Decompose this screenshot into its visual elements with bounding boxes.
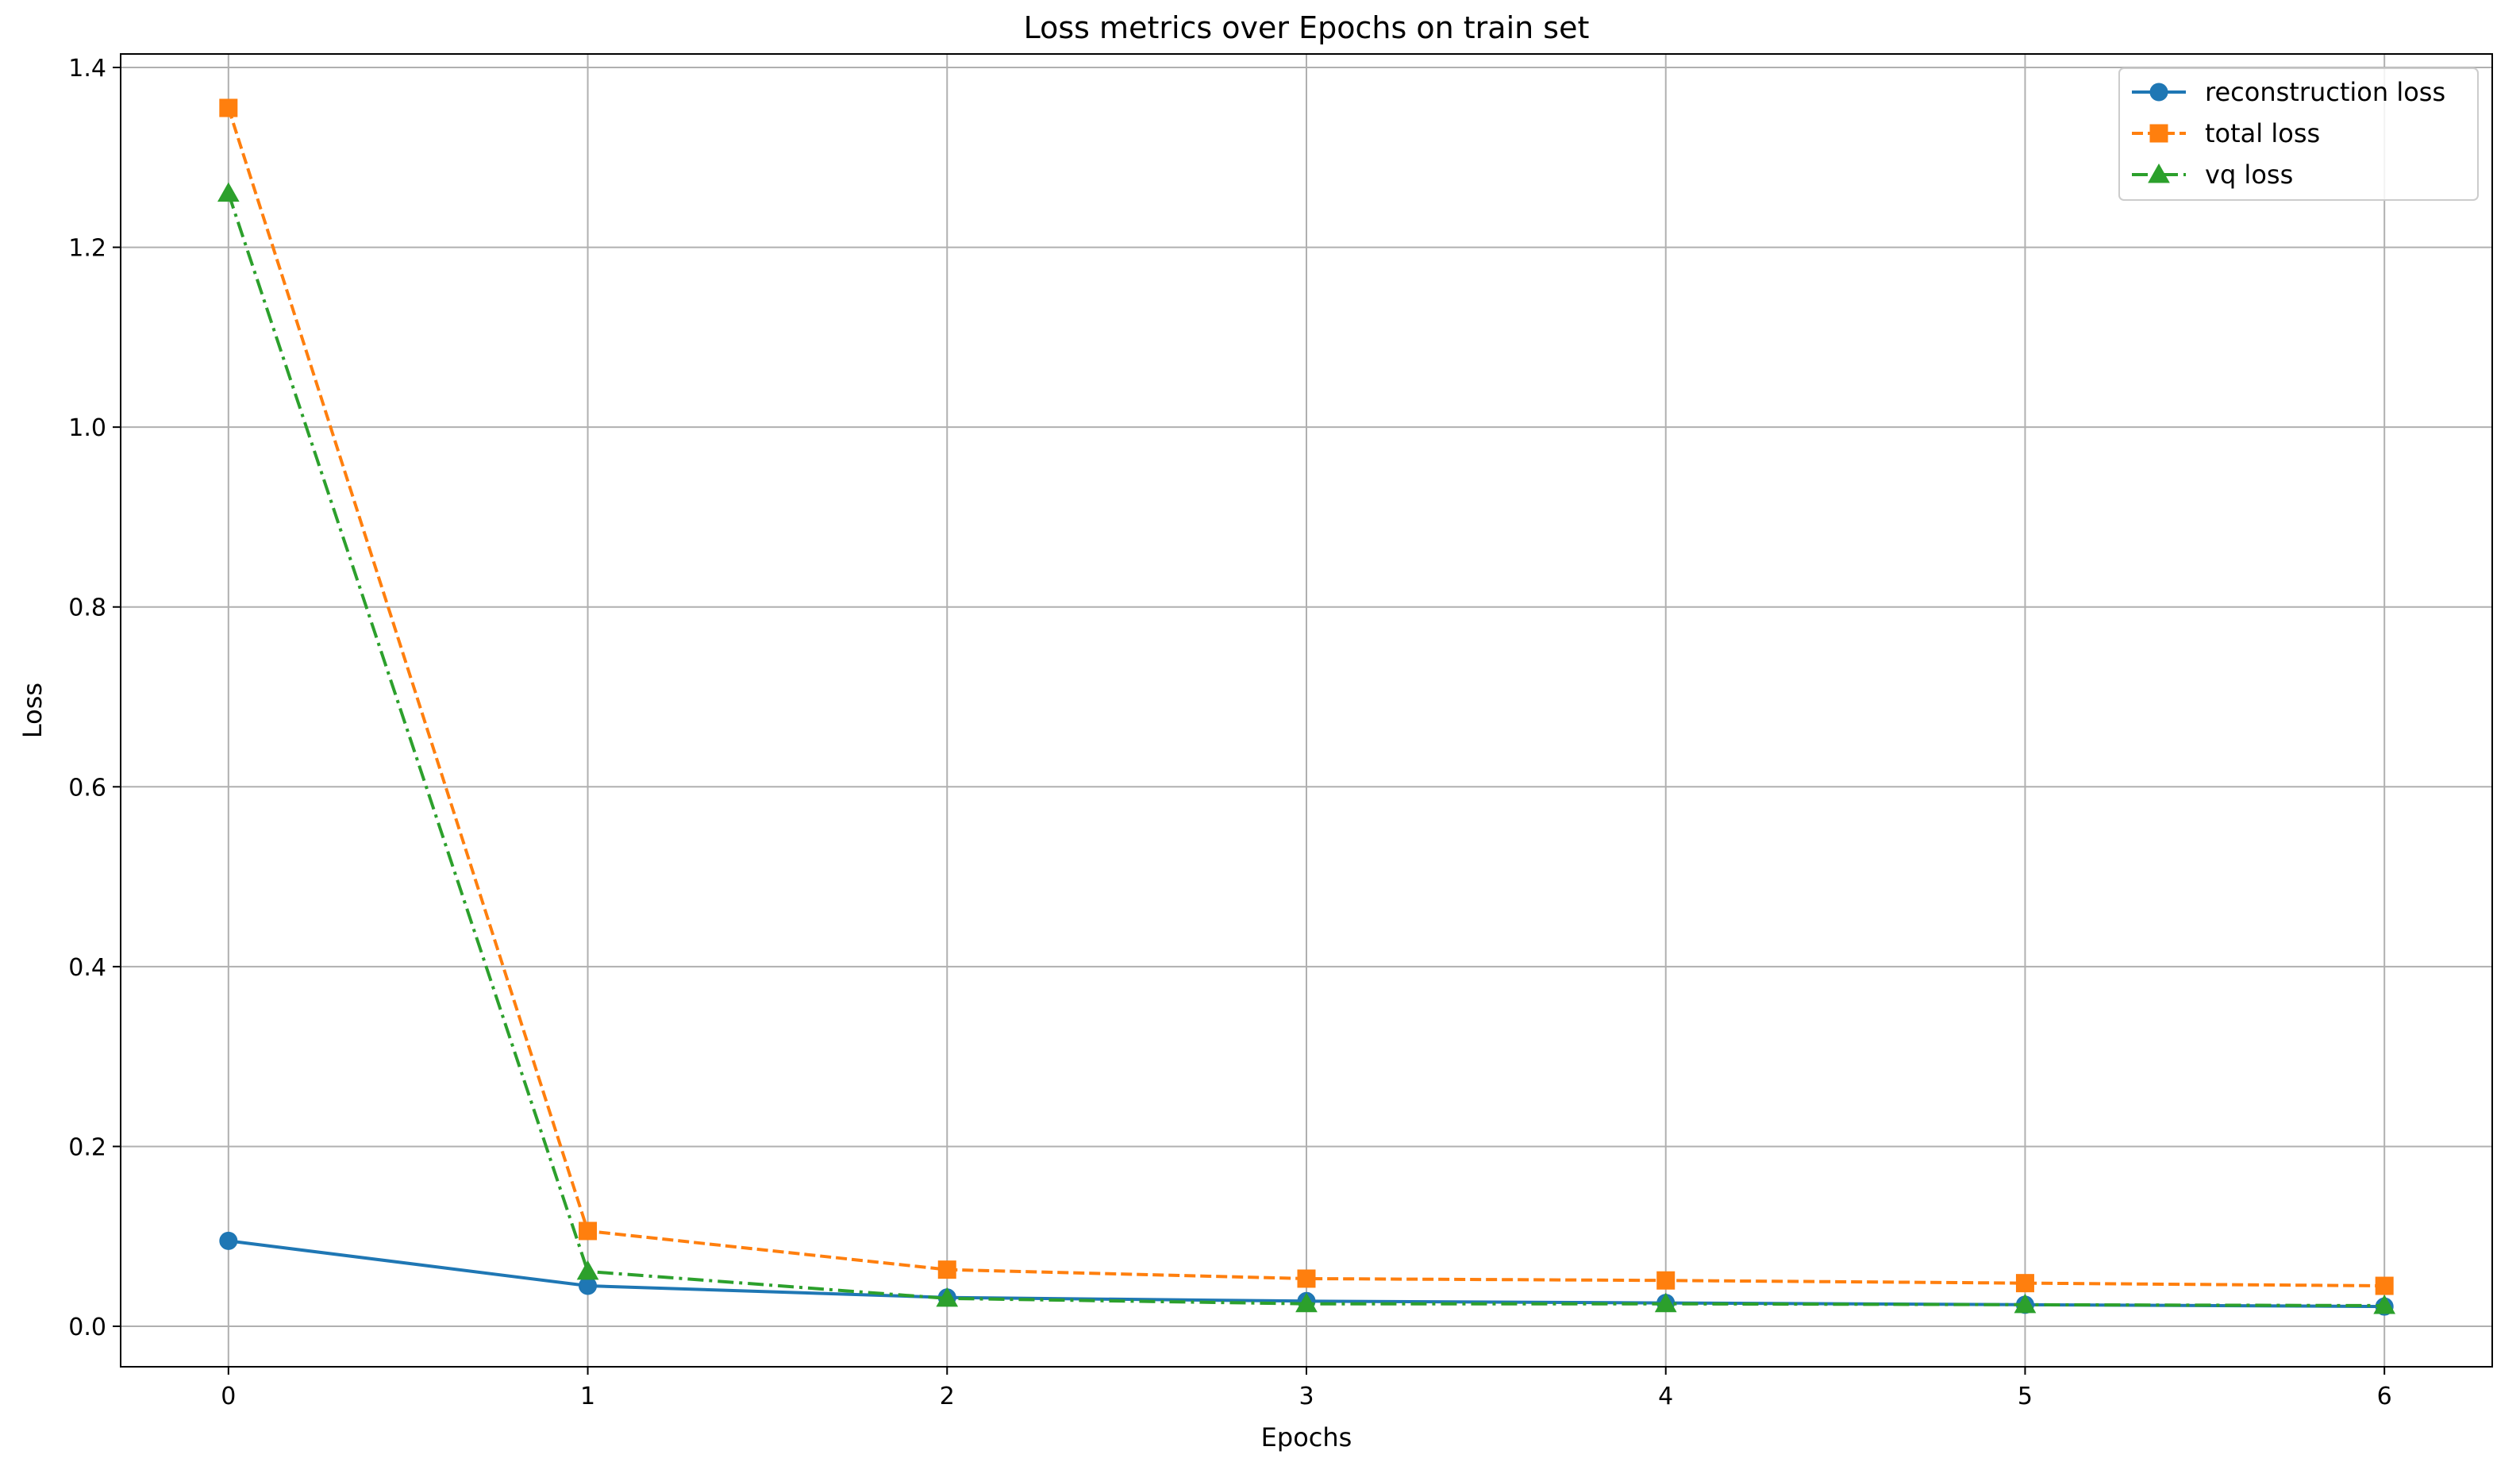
- grid-lines: [121, 54, 2492, 1367]
- y-tick-label: 1.0: [68, 414, 106, 442]
- series-group: [217, 98, 2396, 1316]
- data-point: [1295, 1292, 1318, 1313]
- data-point: [576, 1260, 599, 1280]
- data-point: [936, 1287, 959, 1307]
- legend-label: vq loss: [2205, 160, 2293, 190]
- y-tick-label: 1.4: [68, 55, 106, 83]
- x-tick-label: 5: [2018, 1383, 2033, 1410]
- x-tick-label: 6: [2377, 1383, 2392, 1410]
- y-tick-label: 0.8: [68, 594, 106, 622]
- chart-title: Loss metrics over Epochs on train set: [1024, 10, 1590, 45]
- y-tick-label: 0.4: [68, 954, 106, 982]
- data-point: [219, 98, 238, 117]
- data-point: [219, 1231, 238, 1250]
- data-point: [1654, 1292, 1677, 1313]
- legend-marker: [2149, 83, 2168, 102]
- legend-label: reconstruction loss: [2205, 77, 2445, 107]
- series-total-loss: [219, 98, 2394, 1295]
- data-point: [579, 1222, 598, 1241]
- data-point: [217, 182, 240, 202]
- legend-item: total loss: [2132, 118, 2320, 148]
- y-tick-label: 0.6: [68, 774, 106, 802]
- x-tick-label: 4: [1658, 1383, 1673, 1410]
- legend-marker: [2149, 124, 2168, 143]
- y-tick-label: 1.2: [68, 235, 106, 263]
- legend-box: [2118, 67, 2479, 201]
- data-point: [2015, 1274, 2034, 1293]
- legend-label: total loss: [2205, 118, 2320, 148]
- legend: reconstruction loss total loss vq loss: [2118, 67, 2479, 201]
- data-point: [2014, 1293, 2037, 1314]
- series-vq-loss: [217, 182, 2396, 1314]
- y-ticks: 0.0 0.2 0.4 0.6 0.8 1.0 1.2 1.4: [68, 55, 121, 1341]
- x-tick-label: 3: [1298, 1383, 1314, 1410]
- data-point: [1656, 1271, 1676, 1290]
- legend-marker: [2148, 163, 2170, 183]
- legend-item: vq loss: [2132, 160, 2293, 190]
- y-tick-label: 0.0: [68, 1314, 106, 1341]
- data-point: [937, 1260, 956, 1279]
- x-tick-label: 0: [221, 1383, 236, 1410]
- x-axis-label: Epochs: [1261, 1422, 1352, 1452]
- data-point: [1297, 1269, 1316, 1288]
- legend-item: reconstruction loss: [2132, 77, 2445, 107]
- x-tick-label: 1: [580, 1383, 595, 1410]
- y-tick-label: 0.2: [68, 1133, 106, 1161]
- y-axis-label: Loss: [17, 683, 48, 738]
- data-point: [2373, 1294, 2396, 1314]
- data-point: [2375, 1276, 2394, 1295]
- x-ticks: 0 1 2 3 4 5 6: [221, 1367, 2392, 1410]
- x-tick-label: 2: [940, 1383, 955, 1410]
